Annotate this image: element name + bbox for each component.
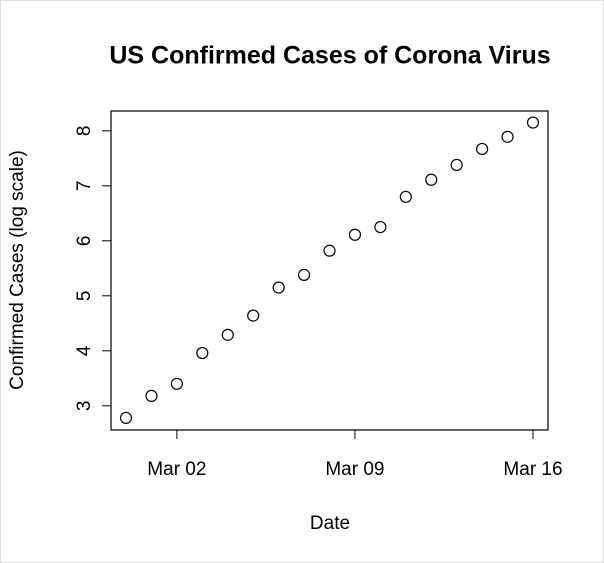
x-tick-label: Mar 09 (325, 459, 384, 480)
point (170, 377, 183, 390)
point (323, 244, 336, 257)
point (374, 220, 387, 234)
point (348, 228, 362, 241)
point (297, 268, 311, 281)
point (196, 346, 209, 360)
plot-box (110, 110, 549, 431)
y-tick-label: 3 (74, 401, 95, 412)
x-tick-label: Mar 02 (147, 459, 206, 480)
point (425, 173, 438, 186)
y-axis-label: Confirmed Cases (log scale) (7, 150, 28, 390)
point (145, 389, 158, 402)
x-tick-label: Mar 16 (503, 459, 562, 480)
point (501, 130, 514, 143)
point (221, 328, 234, 341)
point (399, 190, 412, 203)
y-tick-label: 4 (74, 345, 95, 356)
y-tick-label: 7 (74, 181, 95, 192)
point (247, 309, 260, 322)
point (272, 281, 285, 294)
y-tick-label: 5 (74, 291, 95, 302)
point (119, 411, 133, 424)
y-tick-label: 8 (74, 126, 95, 137)
point (526, 116, 540, 129)
x-axis-label: Date (310, 513, 350, 534)
point (476, 142, 489, 156)
chart-title: US Confirmed Cases of Corona Virus (109, 42, 550, 70)
y-tick-label: 6 (74, 236, 95, 247)
point (450, 158, 463, 171)
